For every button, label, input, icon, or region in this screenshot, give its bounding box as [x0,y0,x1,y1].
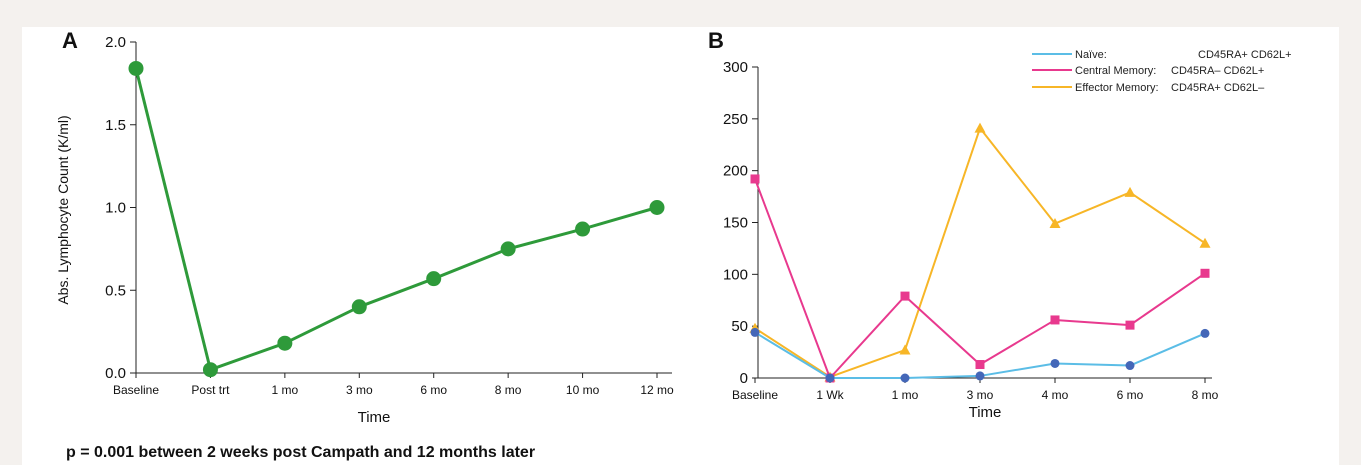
chart-a-y-ticks: 0.0 0.5 1.0 1.5 2.0 [105,34,136,382]
a-data-point [426,271,442,287]
b-data-point [974,122,986,133]
a-y-tick-label: 2.0 [105,34,126,51]
legend-name-naive: Naïve: [1075,49,1107,61]
b-series-effector-memory [749,122,1211,382]
a-x-tick-label: Post trt [191,383,230,397]
a-data-point [649,200,665,215]
a-data-point [128,60,144,76]
b-x-tick-label: 4 mo [1042,388,1069,402]
a-y-tick-label: 1.0 [105,200,126,217]
chart-b-series [749,122,1211,383]
b-data-point [975,360,985,370]
chart-b-legend: Naïve: CD45RA+ CD62L+ Central Memory: CD… [1032,49,1292,94]
b-x-tick-label: 6 mo [1117,388,1144,402]
b-data-point [1124,186,1136,197]
a-y-tick-label: 0.0 [105,365,126,382]
legend-name-central-memory: Central Memory: [1075,65,1156,77]
a-x-tick-label: 8 mo [495,383,522,397]
a-data-point [351,299,367,315]
b-series-line-effector-memory [754,127,1206,378]
a-data-point [202,362,218,378]
b-data-point [750,174,760,184]
a-y-tick-label: 1.5 [105,117,126,134]
legend-name-effector-memory: Effector Memory: [1075,82,1159,94]
b-series-line-central-memory [754,178,1206,379]
chart-a-y-axis-label: Abs. Lymphocyte Count (K/ml) [55,115,71,304]
b-series-central-memory [750,174,1210,383]
panel-label-b: B [708,28,724,53]
figure-canvas: A 0.0 0.5 1.0 1.5 2.0 Baseline Post trt 1 mo 3 … [55,28,1292,461]
legend-item-naive: Naïve: CD45RA+ CD62L+ [1032,49,1292,61]
b-data-point [1125,320,1135,330]
b-y-tick-label: 50 [731,318,748,335]
b-data-point [975,371,985,381]
chart-a: A 0.0 0.5 1.0 1.5 2.0 Baseline Post trt 1 mo 3 … [55,28,674,461]
chart-a-x-ticks: Baseline Post trt 1 mo 3 mo 6 mo 8 mo 10 mo 12 … [113,373,674,397]
b-x-tick-label: 3 mo [967,388,994,402]
a-x-tick-label: 1 mo [272,383,299,397]
b-x-tick-label: Baseline [732,388,778,402]
b-data-point [1200,268,1210,278]
a-x-tick-label: 12 mo [640,383,674,397]
legend-markers-central-memory: CD45RA– CD62L+ [1171,65,1264,77]
a-y-tick-label: 0.5 [105,282,126,299]
b-data-point [900,291,910,301]
b-x-tick-label: 1 mo [892,388,919,402]
figure-panel: A 0.0 0.5 1.0 1.5 2.0 Baseline Post trt 1 mo 3 … [22,27,1339,465]
b-data-point [899,344,911,355]
a-x-tick-label: 6 mo [420,383,447,397]
b-data-point [1200,328,1210,338]
b-y-tick-label: 0 [740,370,748,387]
b-data-point [900,373,910,383]
a-series-series-0 [128,60,665,378]
legend-item-central-memory: Central Memory: CD45RA– CD62L+ [1032,65,1264,77]
b-y-tick-label: 150 [723,215,748,232]
chart-b-y-ticks: 0 50 100 150 200 250 300 [723,59,758,387]
legend-markers-effector-memory: CD45RA+ CD62L– [1171,82,1265,94]
a-data-point [575,221,591,237]
b-x-tick-label: 8 mo [1192,388,1219,402]
legend-item-effector-memory: Effector Memory: CD45RA+ CD62L– [1032,82,1265,94]
b-y-tick-label: 100 [723,266,748,283]
a-data-point [500,241,516,257]
b-series-na-ve [750,327,1210,383]
chart-a-x-axis-label: Time [358,409,391,426]
chart-b-axes [757,67,1212,379]
legend-markers-naive: CD45RA+ CD62L+ [1198,49,1292,61]
chart-a-axes [135,42,672,374]
a-x-tick-label: 3 mo [346,383,373,397]
b-y-tick-label: 200 [723,163,748,180]
chart-b-x-ticks: Baseline 1 Wk 1 mo 3 mo 4 mo 6 mo 8 mo [732,378,1219,402]
b-data-point [1125,361,1135,371]
b-data-point [1050,358,1060,368]
b-y-tick-label: 250 [723,111,748,128]
a-data-point [277,335,293,351]
a-x-tick-label: 10 mo [566,383,600,397]
b-data-point [825,373,835,383]
footnote: p = 0.001 between 2 weeks post Campath a… [66,444,535,461]
b-data-point [1199,237,1211,248]
chart-a-series [128,60,665,378]
a-x-tick-label: Baseline [113,383,159,397]
b-data-point [750,327,760,337]
b-data-point [1049,218,1061,229]
a-series-line-series-0 [134,68,658,372]
b-y-tick-label: 300 [723,59,748,76]
panel-label-a: A [62,28,78,53]
chart-b-x-axis-label: Time [969,404,1002,421]
b-data-point [1050,315,1060,325]
b-x-tick-label: 1 Wk [816,388,844,402]
chart-b: B 0 50 100 150 200 250 300 Baseline 1 Wk 1 mo 3 m… [708,28,1292,421]
